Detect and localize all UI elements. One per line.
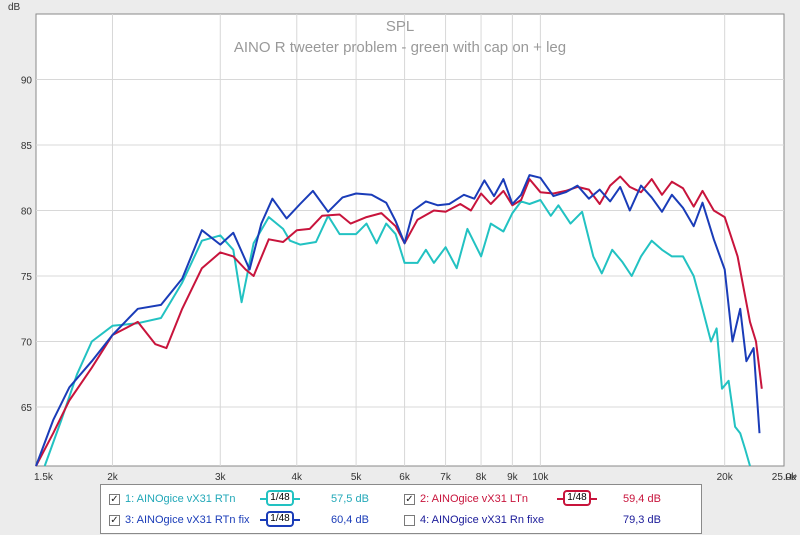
x-tick-label: 6k (399, 472, 411, 480)
chart-subtitle: AINO R tweeter problem - green with cap … (234, 39, 566, 56)
series-line-2 (35, 175, 763, 467)
y-tick-label: 80 (21, 207, 33, 218)
checkbox-1[interactable]: ✓ (109, 493, 120, 505)
x-tick-label: 20k (717, 472, 734, 480)
x-tick-label: 9k (507, 472, 519, 480)
legend-item-3[interactable]: ✓ 3: AINOgice vX31 RTn fix (109, 511, 250, 529)
series-lines (35, 174, 763, 467)
chart-title: SPL (386, 18, 414, 35)
tick-labels: 65 70 75 80 85 90 1,5k 2k 3k 4k 5k 6k 7k 8k 9k 10k 20k 25… (21, 76, 797, 480)
plot-area (35, 13, 785, 467)
x-tick-label: 25,0k (772, 472, 797, 480)
x-tick-label: 7k (440, 472, 452, 480)
y-tick-label: 75 (21, 272, 33, 283)
legend-label-3: 3: AINOgice vX31 RTn fix (125, 514, 250, 526)
spl-chart: 65 70 75 80 85 90 1,5k 2k 3k 4k 5k 6k 7k 8k 9k 10k 20k 25… (8, 2, 797, 480)
series-line-3 (35, 174, 761, 467)
x-tick-label: 10k (532, 472, 549, 480)
y-axis-label: dB (8, 2, 21, 13)
legend-label-2: 2: AINOgice vX31 LTn (420, 493, 529, 505)
legend-item-2[interactable]: ✓ 2: AINOgice vX31 LTn (404, 490, 528, 508)
x-tick-label: 1,5k (34, 472, 54, 480)
x-tick-label: 4k (291, 472, 303, 480)
series-line-1 (43, 199, 751, 467)
x-tick-label: 3k (215, 472, 227, 480)
legend: ✓ 1: AINOgice vX31 RTn 1/48 57,5 dB ✓ 2:… (100, 484, 702, 534)
checkbox-2[interactable]: ✓ (404, 493, 415, 505)
smoothing-badge-2[interactable]: 1/48 (557, 490, 597, 506)
legend-item-4[interactable]: 4: AINOgice vX31 Rn fixe (404, 511, 544, 529)
smoothing-badge-3[interactable]: 1/48 (260, 511, 300, 527)
x-axis-label: Hz (785, 473, 797, 480)
x-tick-label: 8k (476, 472, 488, 480)
y-tick-label: 65 (21, 403, 33, 414)
smoothing-badge-1[interactable]: 1/48 (260, 490, 300, 506)
y-tick-label: 85 (21, 141, 33, 152)
legend-value-2: 59,4 dB (623, 493, 661, 505)
grid-lines (36, 14, 784, 466)
legend-item-1[interactable]: ✓ 1: AINOgice vX31 RTn (109, 490, 235, 508)
checkbox-3[interactable]: ✓ (109, 514, 120, 526)
y-tick-label: 70 (21, 338, 33, 349)
legend-value-3: 60,4 dB (331, 514, 369, 526)
x-tick-label: 2k (107, 472, 119, 480)
legend-value-4: 79,3 dB (623, 514, 661, 526)
x-tick-label: 5k (351, 472, 363, 480)
checkbox-4[interactable] (404, 514, 415, 526)
legend-label-4: 4: AINOgice vX31 Rn fixe (420, 514, 545, 526)
y-tick-label: 90 (21, 76, 33, 87)
legend-value-1: 57,5 dB (331, 493, 369, 505)
legend-label-1: 1: AINOgice vX31 RTn (125, 493, 236, 505)
